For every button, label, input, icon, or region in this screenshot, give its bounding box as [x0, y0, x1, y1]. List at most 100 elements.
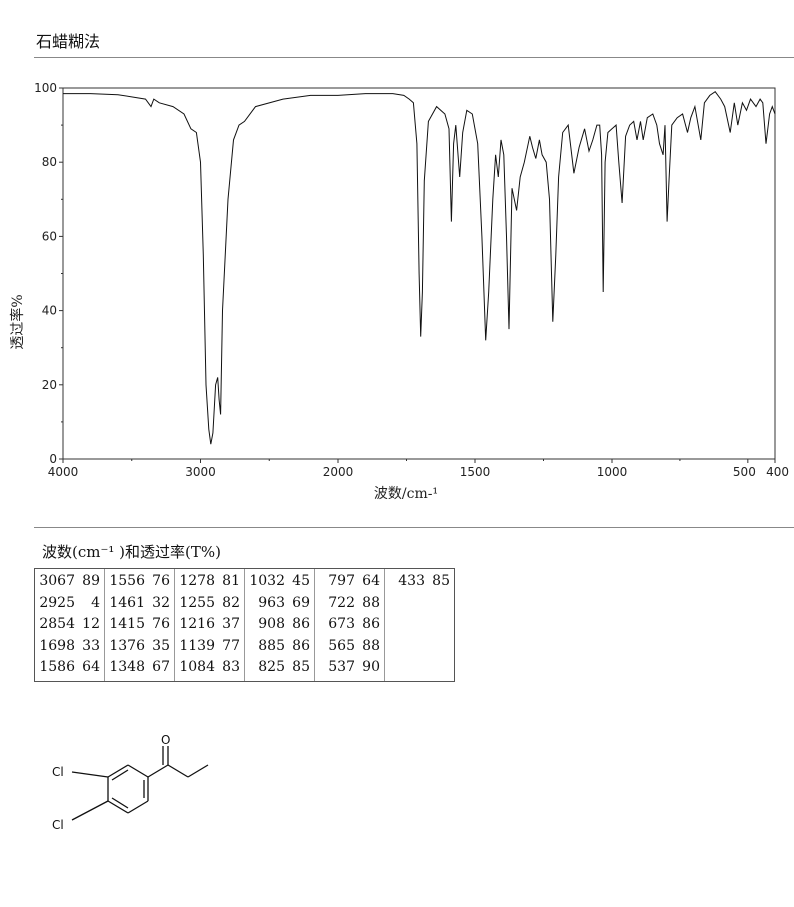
peak-row: 433 85: [389, 571, 450, 593]
peak-row: 2925 4: [39, 593, 100, 615]
peak-row: 1084 83: [179, 657, 240, 679]
peak-row: 722 88: [319, 593, 380, 615]
y-tick-label: 40: [42, 304, 57, 318]
peak-wavenumber: 797: [328, 573, 355, 589]
peak-table-title: 波数(cm⁻¹ )和透过率(T%): [42, 543, 221, 561]
peak-row: 565 88: [319, 636, 380, 658]
x-tick-label: 400: [766, 465, 789, 479]
y-axis: 0 20 40 60 80 100: [34, 81, 63, 466]
x-axis-label: 波数/cm-¹: [374, 486, 438, 502]
peak-table-column: 1032 45 963 69 908 86 885 86 825 85: [245, 569, 315, 681]
x-tick-label: 2000: [323, 465, 354, 479]
peak-wavenumber: 1376: [109, 637, 145, 654]
chlorine-label-1: Cl: [52, 765, 64, 779]
peak-row: 1278 81: [179, 571, 240, 593]
peak-wavenumber: 1698: [39, 637, 75, 654]
peak-row-empty: [389, 593, 450, 615]
top-divider: [34, 57, 794, 58]
peak-transmittance: 81: [222, 573, 240, 589]
x-axis: 4000 3000 2000 1500 1000 500 400: [48, 459, 789, 479]
peak-wavenumber: 825: [258, 659, 285, 675]
y-axis-label: 透过率%: [9, 294, 26, 349]
peak-transmittance: 83: [222, 659, 240, 675]
peak-transmittance: 89: [82, 573, 100, 589]
peak-transmittance: 69: [292, 594, 310, 611]
peak-wavenumber: 565: [328, 637, 355, 654]
peak-wavenumber: 673: [328, 616, 355, 632]
peak-transmittance: 76: [152, 573, 170, 589]
peak-transmittance: 67: [152, 659, 170, 675]
peak-table: 3067 89 2925 4 2854 12 1698 33 1586 64 1556 76 1461 3…: [34, 568, 455, 682]
oxygen-label: O: [161, 733, 170, 747]
y-tick-label: 80: [42, 155, 57, 169]
peak-row: 885 86: [249, 636, 310, 658]
peak-wavenumber: 1139: [179, 637, 215, 654]
peak-row: 3067 89: [39, 571, 100, 593]
peak-row: 1216 37: [179, 614, 240, 636]
x-tick-label: 3000: [185, 465, 216, 479]
peak-transmittance: 82: [222, 594, 240, 611]
x-tick-label: 1500: [460, 465, 491, 479]
peak-row: 1461 32: [109, 593, 170, 615]
molecular-structure: Cl Cl O: [52, 733, 209, 832]
spectrum-line: [63, 91, 776, 445]
chlorine-label-2: Cl: [52, 818, 64, 832]
peak-row: 1255 82: [179, 593, 240, 615]
peak-transmittance: 33: [82, 637, 100, 654]
peak-row: 1698 33: [39, 636, 100, 658]
peak-transmittance: 4: [91, 594, 100, 611]
y-tick-label: 0: [49, 452, 57, 466]
peak-transmittance: 77: [222, 637, 240, 654]
x-tick-label: 4000: [48, 465, 79, 479]
peak-wavenumber: 1348: [109, 659, 145, 675]
peak-transmittance: 64: [82, 659, 100, 675]
y-tick-label: 100: [34, 81, 57, 95]
peak-wavenumber: 963: [258, 594, 285, 611]
peak-transmittance: 90: [362, 659, 380, 675]
peak-row: 1376 35: [109, 636, 170, 658]
peak-wavenumber: 885: [258, 637, 285, 654]
peak-wavenumber: 537: [328, 659, 355, 675]
peak-transmittance: 12: [82, 616, 100, 632]
peak-row: 2854 12: [39, 614, 100, 636]
peak-wavenumber: 1084: [179, 659, 215, 675]
peak-table-column: 433 85: [385, 569, 454, 681]
peak-wavenumber: 1032: [249, 573, 285, 589]
peak-row: 825 85: [249, 657, 310, 679]
peak-transmittance: 35: [152, 637, 170, 654]
peak-wavenumber: 1586: [39, 659, 75, 675]
peak-table-column: 1278 81 1255 82 1216 37 1139 77 1084 83: [175, 569, 245, 681]
peak-wavenumber: 1278: [179, 573, 215, 589]
peak-transmittance: 86: [292, 616, 310, 632]
peak-transmittance: 85: [292, 659, 310, 675]
x-tick-label: 500: [733, 465, 756, 479]
peak-wavenumber: 2925: [39, 594, 75, 611]
peak-row-empty: [389, 636, 450, 658]
peak-row: 1415 76: [109, 614, 170, 636]
peak-row: 908 86: [249, 614, 310, 636]
structure-bonds: [71, 746, 209, 821]
peak-transmittance: 32: [152, 594, 170, 611]
peak-transmittance: 76: [152, 616, 170, 632]
peak-transmittance: 86: [292, 637, 310, 654]
peak-transmittance: 64: [362, 573, 380, 589]
peak-wavenumber: 1461: [109, 594, 145, 611]
peak-wavenumber: 908: [258, 616, 285, 632]
peak-row: 1556 76: [109, 571, 170, 593]
peak-row: 1348 67: [109, 657, 170, 679]
peak-row: 673 86: [319, 614, 380, 636]
peak-wavenumber: 2854: [39, 616, 75, 632]
peak-row: 1032 45: [249, 571, 310, 593]
peak-row: 963 69: [249, 593, 310, 615]
peak-row: 1586 64: [39, 657, 100, 679]
peak-table-column: 797 64 722 88 673 86 565 88 537 90: [315, 569, 385, 681]
peak-row-empty: [389, 614, 450, 636]
peak-row: 1139 77: [179, 636, 240, 658]
peak-transmittance: 88: [362, 594, 380, 611]
peak-transmittance: 37: [222, 616, 240, 632]
peak-table-column: 3067 89 2925 4 2854 12 1698 33 1586 64: [35, 569, 105, 681]
peak-wavenumber: 1415: [109, 616, 145, 632]
peak-table-column: 1556 76 1461 32 1415 76 1376 35 1348 67: [105, 569, 175, 681]
y-tick-label: 60: [42, 229, 57, 243]
